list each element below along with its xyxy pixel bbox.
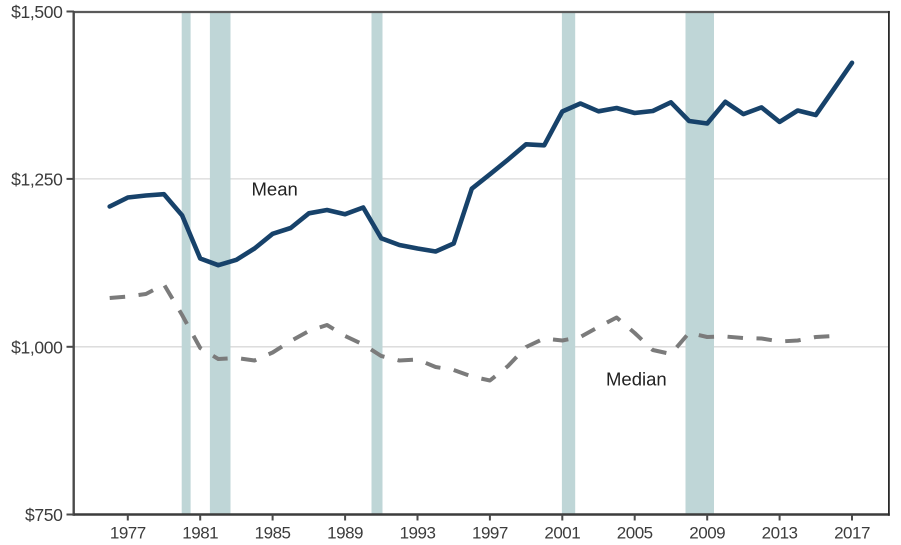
svg-text:Mean: Mean xyxy=(252,179,298,200)
svg-text:1989: 1989 xyxy=(327,524,363,543)
svg-text:2001: 2001 xyxy=(544,524,580,543)
svg-text:$750: $750 xyxy=(25,505,63,525)
svg-text:2005: 2005 xyxy=(617,524,653,543)
svg-text:2017: 2017 xyxy=(834,524,870,543)
svg-text:$1,000: $1,000 xyxy=(11,337,63,357)
svg-text:1985: 1985 xyxy=(255,524,291,543)
svg-text:1981: 1981 xyxy=(182,524,218,543)
svg-text:Median: Median xyxy=(606,368,667,389)
svg-text:$1,250: $1,250 xyxy=(11,169,63,189)
svg-text:2013: 2013 xyxy=(762,524,798,543)
svg-text:2009: 2009 xyxy=(689,524,725,543)
svg-text:$1,500: $1,500 xyxy=(11,2,63,22)
svg-text:1993: 1993 xyxy=(400,524,436,543)
svg-text:1997: 1997 xyxy=(472,524,508,543)
svg-text:1977: 1977 xyxy=(110,524,146,543)
